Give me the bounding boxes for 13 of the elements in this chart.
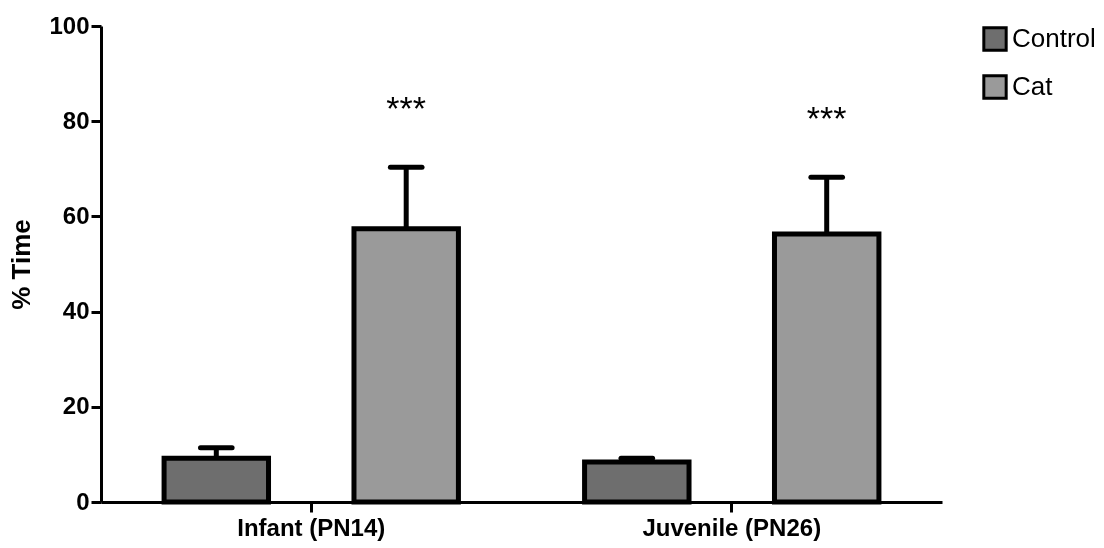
y-tick-label: 80 <box>62 106 90 134</box>
legend-label: Control <box>1012 23 1096 53</box>
y-tick-label: 40 <box>62 297 90 325</box>
y-axis-title: % Time <box>6 219 37 310</box>
annotation: *** <box>806 99 847 138</box>
annotation: *** <box>386 89 427 128</box>
y-tick-label: 0 <box>76 487 90 515</box>
y-tick-label: 60 <box>62 201 90 229</box>
legend-label: Cat <box>1012 71 1054 101</box>
x-tick-label: Juvenile (PN26) <box>642 513 822 541</box>
y-tick-label: 20 <box>62 392 90 420</box>
y-tick-label: 100 <box>49 11 90 39</box>
x-tick-label: Infant (PN14) <box>237 513 386 541</box>
